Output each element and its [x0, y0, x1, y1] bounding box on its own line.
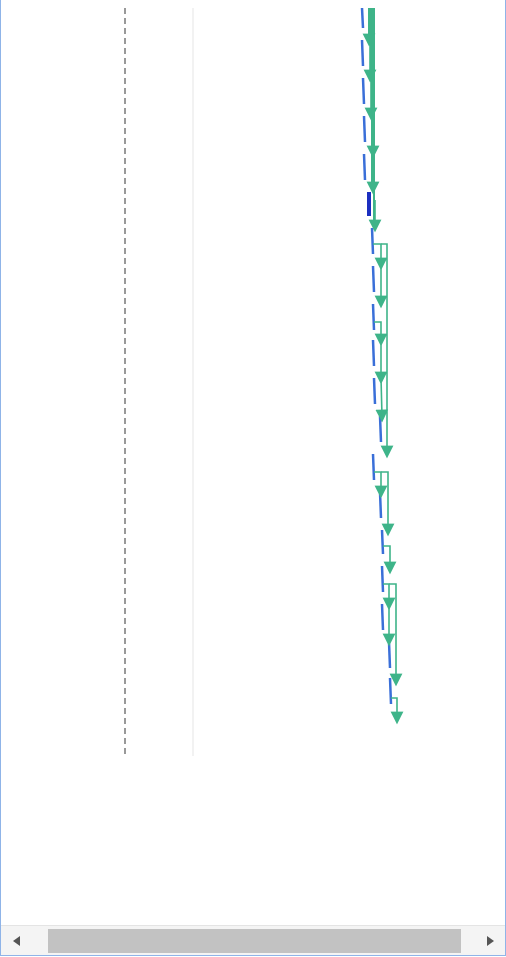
- task-bar[interactable]: [371, 339, 376, 367]
- task-bar[interactable]: [370, 227, 375, 255]
- task-bar[interactable]: [371, 303, 376, 331]
- task-bar[interactable]: [361, 77, 366, 105]
- task-bar[interactable]: [378, 491, 383, 519]
- task-bar[interactable]: [360, 39, 365, 67]
- dependency-arrow: [383, 545, 397, 575]
- dependency-arrow: [381, 471, 395, 537]
- triangle-right-icon: [486, 936, 494, 946]
- task-bar[interactable]: [380, 565, 385, 593]
- task-bar[interactable]: [371, 453, 376, 481]
- dependency-arrow: [380, 243, 394, 459]
- dependency-arrow: [390, 697, 404, 725]
- task-bar[interactable]: [360, 7, 365, 29]
- task-bar[interactable]: [378, 415, 383, 443]
- task-bar[interactable]: [380, 603, 385, 631]
- task-bar[interactable]: [371, 265, 376, 293]
- task-bar[interactable]: [372, 377, 377, 405]
- task-bar[interactable]: [362, 153, 367, 181]
- scrollbar-thumb[interactable]: [48, 929, 461, 953]
- dependency-arrow: [375, 377, 389, 423]
- task-bar[interactable]: [380, 529, 385, 555]
- task-bar[interactable]: [388, 677, 393, 705]
- scroll-left-button[interactable]: [1, 926, 31, 955]
- horizontal-scrollbar[interactable]: [1, 925, 505, 955]
- task-bar[interactable]: [387, 641, 392, 669]
- dependency-arrow: [389, 583, 403, 687]
- task-bar[interactable]: [362, 115, 367, 143]
- gantt-chart-area[interactable]: [1, 0, 505, 920]
- gantt-chart: [124, 7, 404, 756]
- triangle-left-icon: [12, 936, 20, 946]
- dependency-lines-group: [362, 8, 404, 725]
- dependency-arrow: [373, 243, 388, 271]
- dependency-arrow: [374, 321, 388, 347]
- scroll-right-button[interactable]: [475, 926, 505, 955]
